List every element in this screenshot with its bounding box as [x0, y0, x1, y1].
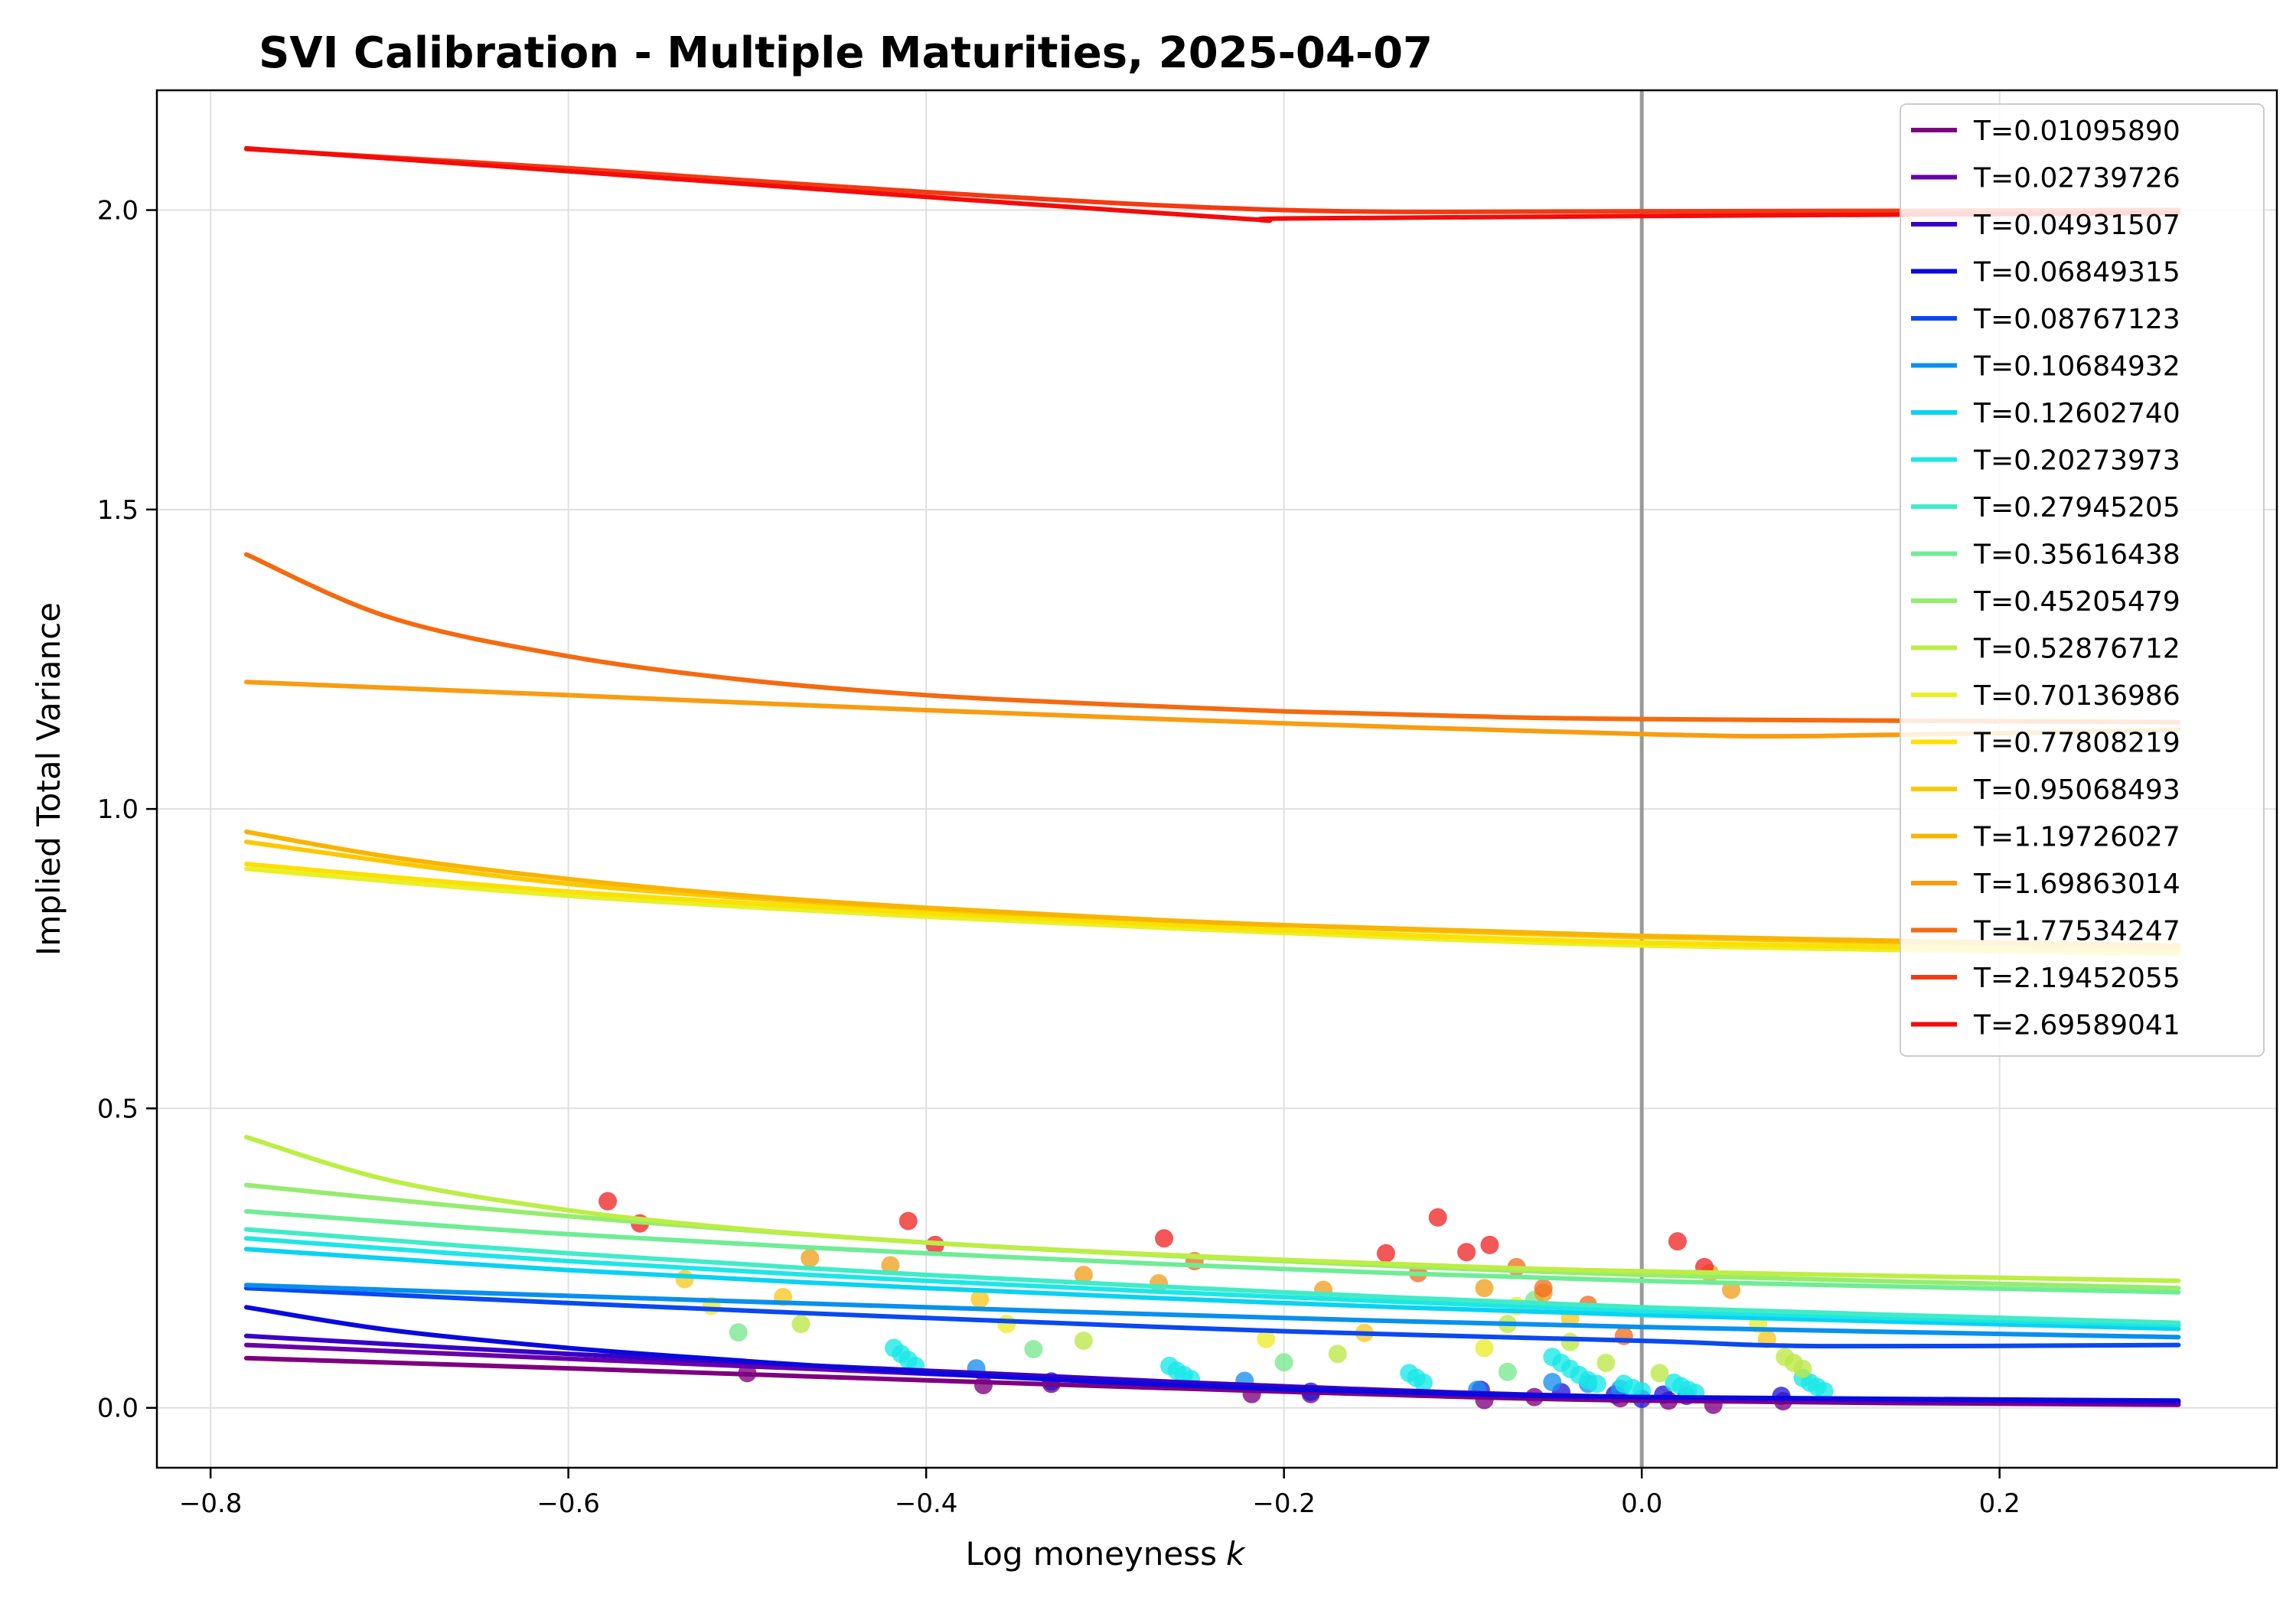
- legend-label: T=0.52876712: [1973, 634, 2180, 665]
- legend-label: T=0.12602740: [1973, 398, 2180, 429]
- market-point: [1815, 1381, 1834, 1400]
- y-tick-label: 0.5: [97, 1094, 139, 1124]
- series-line: [243, 862, 2181, 954]
- series-line: [243, 1355, 2181, 1407]
- legend-label: T=2.19452055: [1973, 963, 2180, 994]
- market-point: [1475, 1279, 1494, 1298]
- y-tick-label: 0.0: [97, 1393, 139, 1424]
- market-point: [1561, 1332, 1580, 1351]
- market-point: [1457, 1243, 1476, 1262]
- legend-label: T=0.20273973: [1973, 445, 2180, 477]
- market-point: [1534, 1279, 1553, 1298]
- plot-frame: [155, 89, 2278, 1469]
- market-point: [970, 1289, 990, 1309]
- legend: T=0.01095890 T=0.02739726 T=0.04931507 T=0.…: [1900, 103, 2265, 1057]
- market-point: [1274, 1353, 1293, 1372]
- market-point: [881, 1256, 900, 1275]
- market-point: [1328, 1345, 1347, 1364]
- market-point: [1543, 1373, 1562, 1392]
- market-point: [729, 1323, 748, 1342]
- series-line: [243, 1305, 2181, 1403]
- series-line: [243, 866, 2181, 957]
- market-point: [791, 1315, 810, 1334]
- market-point: [1587, 1374, 1606, 1393]
- series-line: [243, 552, 2181, 725]
- series-line: [243, 1247, 2181, 1332]
- y-tick-label: 2.0: [97, 196, 139, 227]
- market-point: [997, 1315, 1016, 1334]
- legend-label: T=0.27945205: [1973, 492, 2180, 523]
- series-line: [243, 1135, 2181, 1283]
- x-tick-label: −0.8: [179, 1488, 243, 1519]
- market-point: [1074, 1266, 1093, 1284]
- market-point: [675, 1270, 694, 1289]
- legend-label: T=0.04931507: [1973, 210, 2180, 241]
- market-point: [1480, 1235, 1499, 1254]
- market-point: [1498, 1362, 1517, 1381]
- market-point: [1596, 1354, 1616, 1373]
- x-tick-label: 0.0: [1621, 1488, 1662, 1519]
- chart-title: SVI Calibration - Multiple Maturities, 2…: [259, 28, 1433, 78]
- legend-label: T=0.35616438: [1973, 539, 2180, 571]
- x-axis-label-var: k: [1226, 1535, 1246, 1573]
- series-line: [243, 1227, 2181, 1325]
- x-tick-label: −0.2: [1252, 1488, 1316, 1519]
- market-point: [1650, 1364, 1669, 1383]
- market-point: [1024, 1340, 1043, 1359]
- series-line: [243, 1236, 2181, 1328]
- series-line: [243, 1286, 2181, 1349]
- series-line: [243, 146, 2181, 214]
- y-axis: 0.0 0.5 1.0 1.5 2.0: [97, 196, 157, 1424]
- market-point: [1376, 1244, 1395, 1263]
- legend-label: T=1.77534247: [1973, 916, 2180, 947]
- legend-label: T=0.10684932: [1973, 351, 2180, 383]
- x-tick-label: 0.2: [1979, 1488, 2020, 1519]
- y-axis-label: Implied Total Variance: [30, 602, 67, 956]
- y-tick-label: 1.5: [97, 495, 139, 526]
- legend-label: T=1.69863014: [1973, 869, 2180, 900]
- legend-label: T=0.95068493: [1973, 774, 2180, 806]
- market-point: [801, 1249, 820, 1268]
- market-point: [1475, 1338, 1494, 1358]
- legend-label: T=1.19726027: [1973, 822, 2180, 853]
- series-line: [243, 145, 2181, 223]
- legend-label: T=0.01095890: [1973, 116, 2180, 147]
- legend-label: T=0.77808219: [1973, 728, 2180, 759]
- x-axis: −0.8 −0.6 −0.4 −0.2 0.0 0.2: [179, 1468, 2020, 1519]
- legend-label: T=0.45205479: [1973, 586, 2180, 618]
- series-line: [243, 1283, 2181, 1340]
- series-line: [243, 1209, 2181, 1295]
- series-line: [243, 829, 2181, 948]
- legend-box: [1900, 103, 2265, 1057]
- market-point: [1793, 1359, 1812, 1378]
- market-point: [598, 1191, 618, 1211]
- market-point: [899, 1211, 918, 1231]
- legend-label: T=0.08767123: [1973, 304, 2180, 335]
- legend-label: T=0.06849315: [1973, 257, 2180, 288]
- market-point: [1414, 1373, 1433, 1392]
- market-point: [974, 1376, 993, 1394]
- legend-label: T=2.69589041: [1973, 1010, 2180, 1041]
- x-axis-label: Log moneyness: [965, 1535, 1217, 1573]
- legend-label: T=0.02739726: [1973, 163, 2180, 194]
- market-point: [1428, 1208, 1447, 1227]
- x-tick-label: −0.6: [536, 1488, 600, 1519]
- x-tick-label: −0.4: [895, 1488, 958, 1519]
- market-point: [1155, 1229, 1174, 1248]
- y-tick-label: 1.0: [97, 794, 139, 825]
- legend-label: T=0.70136986: [1973, 680, 2180, 712]
- market-point: [1668, 1232, 1687, 1251]
- series-line: [243, 680, 2181, 739]
- svi-curves: [243, 145, 2181, 1407]
- market-point: [1074, 1332, 1093, 1351]
- market-point: [1257, 1329, 1276, 1348]
